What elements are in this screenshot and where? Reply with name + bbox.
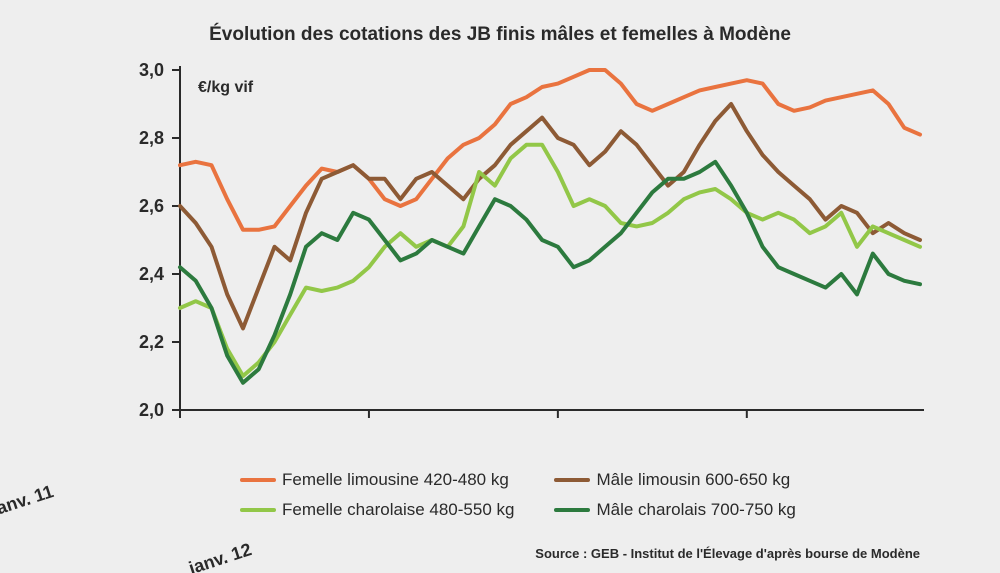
svg-text:2,2: 2,2 <box>139 332 164 352</box>
legend-item-femelle_limousine: Femelle limousine 420-480 kg <box>240 470 514 490</box>
legend-swatch <box>554 478 590 482</box>
svg-text:2,4: 2,4 <box>139 264 164 284</box>
legend-swatch <box>240 478 276 482</box>
svg-text:2,6: 2,6 <box>139 196 164 216</box>
legend-item-male_limousin: Mâle limousin 600-650 kg <box>554 470 795 490</box>
legend-label: Femelle charolaise 480-550 kg <box>282 500 514 520</box>
series-male_charolais <box>180 162 920 383</box>
legend-swatch <box>240 508 276 512</box>
chart-container: Évolution des cotations des JB finis mâl… <box>0 0 1000 573</box>
svg-text:3,0: 3,0 <box>139 60 164 80</box>
legend-swatch <box>554 508 590 512</box>
source-text: Source : GEB - Institut de l'Élevage d'a… <box>535 546 920 561</box>
legend-item-femelle_charolaise: Femelle charolaise 480-550 kg <box>240 500 514 520</box>
series-femelle_limousine <box>180 70 920 230</box>
svg-text:janv. 11: janv. 11 <box>0 481 56 520</box>
svg-text:2,0: 2,0 <box>139 400 164 420</box>
legend-label: Mâle limousin 600-650 kg <box>596 470 790 490</box>
svg-text:janv. 12: janv. 12 <box>185 539 254 573</box>
legend-label: Mâle charolais 700-750 kg <box>596 500 795 520</box>
legend-label: Femelle limousine 420-480 kg <box>282 470 509 490</box>
svg-text:€/kg vif: €/kg vif <box>198 79 254 96</box>
svg-text:2,8: 2,8 <box>139 128 164 148</box>
legend-item-male_charolais: Mâle charolais 700-750 kg <box>554 500 795 520</box>
legend: Femelle limousine 420-480 kg Mâle limousi… <box>240 470 796 520</box>
